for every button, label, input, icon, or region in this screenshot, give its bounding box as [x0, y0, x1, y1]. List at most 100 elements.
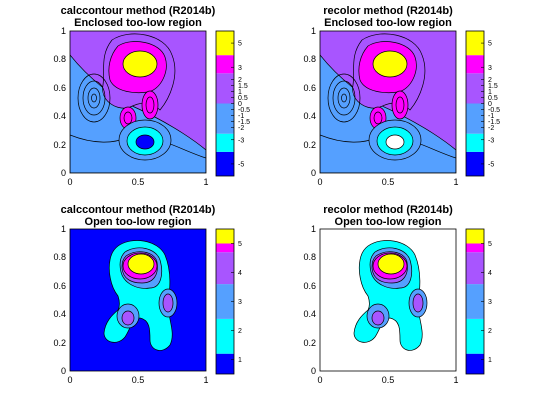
panel-3-x-tick: 0.5 — [132, 375, 145, 385]
panel-2: recolor method (R2014b) Enclosed too-low… — [303, 5, 500, 187]
colorbar-tick-label: 0.5 — [238, 95, 248, 102]
panel-1-peak-top — [122, 50, 158, 78]
panel-3-y-tick: 0.6 — [53, 281, 66, 291]
panel-4: recolor method (R2014b) Open too-low reg… — [303, 204, 492, 385]
panel-1-right-lobe — [141, 90, 159, 120]
panel-3-y-tick: 0.4 — [53, 309, 66, 319]
panel-3-x-ticks: 0 0.5 1 — [67, 375, 208, 385]
panel-1-plot — [70, 31, 206, 173]
colorbar-tick-label: -3 — [488, 137, 494, 144]
panel-1-x-ticks: 0 0.5 1 — [67, 177, 208, 187]
colorbar-tick-label: 2 — [488, 77, 492, 84]
colorbar-tick-label: 0 — [488, 101, 492, 108]
panel-2-axes-box — [319, 30, 457, 174]
colorbar-band — [466, 243, 484, 253]
panel-2-subtitle: Enclosed too-low region — [324, 17, 452, 29]
panel-1-y-tick: 0.6 — [53, 83, 66, 93]
panel-1-y-tick: 0.2 — [53, 140, 66, 150]
colorbar-tick-label: -5 — [488, 161, 494, 168]
panel-2-trough-low — [385, 134, 405, 150]
panel-1-y-tick: 1 — [61, 26, 66, 36]
panel-2-colorbar: 5 3 21.510.50-0.5-1-1.5-2 -3 -5 — [465, 30, 500, 177]
panel-1-colorbar: 5 3 21.510.50-0.5-1-1.5-2 -3 -5 — [215, 30, 250, 177]
panel-3-title: calccontour method (R2014b) — [61, 204, 216, 216]
panel-4-y-tick: 0.6 — [303, 281, 316, 291]
colorbar-tick-label: 1 — [488, 357, 492, 364]
panel-4-x-tick: 1 — [453, 375, 458, 385]
panel-3-right-lobe-inner — [162, 293, 174, 313]
panel-2-y-tick: 0.2 — [303, 140, 316, 150]
panel-4-y-tick: 0.4 — [303, 309, 316, 319]
colorbar-tick-label: 3 — [238, 299, 242, 306]
panel-2-left-rings — [327, 73, 361, 123]
colorbar-tick-label: -1.5 — [238, 119, 250, 126]
panel-3-y-tick: 1 — [61, 224, 66, 234]
colorbar-band — [216, 229, 234, 244]
panel-1-y-tick: 0 — [61, 168, 66, 178]
panel-3-plot — [70, 229, 206, 371]
colorbar-band — [216, 73, 234, 104]
panel-3-y-tick: 0.2 — [53, 338, 66, 348]
panel-4-y-tick: 0.2 — [303, 338, 316, 348]
colorbar-tick-label: 1.5 — [488, 83, 498, 90]
panel-2-y-tick: 0.8 — [303, 54, 316, 64]
colorbar-tick-label: 4 — [238, 270, 242, 277]
colorbar-tick-label: 5 — [238, 241, 242, 248]
panel-1-left-rings-4 — [91, 93, 97, 103]
panel-4-title: recolor method (R2014b) — [323, 204, 453, 216]
panel-3-x-tick: 0 — [67, 375, 72, 385]
colorbar-tick-label: -1.5 — [488, 119, 500, 126]
panel-1-y-ticks: 0 0.2 0.4 0.6 0.8 1 — [53, 26, 66, 178]
panel-4-x-tick: 0.5 — [382, 375, 395, 385]
panel-2-left-rings-2 — [332, 80, 356, 116]
colorbar-tick-label: 0 — [238, 101, 242, 108]
colorbar-tick-label: 3 — [488, 65, 492, 72]
panel-4-y-tick: 0 — [311, 366, 316, 376]
colorbar-band — [216, 318, 234, 354]
colorbar-tick-label: 3 — [238, 65, 242, 72]
colorbar-band — [216, 252, 234, 285]
colorbar-tick-label: 0.5 — [488, 95, 498, 102]
panel-3-left-lobe-inner — [121, 310, 135, 326]
colorbar-band — [466, 73, 484, 104]
panel-2-x-tick: 1 — [453, 177, 458, 187]
panel-2-right-lobe-inner — [395, 96, 405, 114]
panel-2-y-tick: 0.4 — [303, 111, 316, 121]
panel-1-axes-box — [69, 30, 207, 174]
panel-1-right-lobe-inner — [145, 96, 155, 114]
colorbar-band — [216, 151, 234, 176]
panel-4-y-ticks: 0 0.2 0.4 0.6 0.8 1 — [303, 224, 316, 376]
colorbar-tick-label: -2 — [238, 125, 244, 132]
panel-1: calccontour method (R2014b) Enclosed too… — [53, 5, 250, 187]
panel-3-y-tick: 0.8 — [53, 252, 66, 262]
panel-2-x-tick: 0 — [317, 177, 322, 187]
panel-4-plot — [320, 229, 456, 371]
colorbar-tick-label: 2 — [488, 328, 492, 335]
panel-1-title: calccontour method (R2014b) — [61, 5, 216, 17]
panel-1-left-rings — [77, 73, 111, 123]
panel-4-subtitle: Open too-low region — [335, 216, 442, 228]
panel-2-right-lobe — [391, 90, 409, 120]
colorbar-tick-label: 5 — [488, 41, 492, 48]
colorbar-band — [466, 318, 484, 354]
colorbar-band — [466, 31, 484, 56]
panel-1-x-tick: 0.5 — [132, 177, 145, 187]
panel-3-x-tick: 1 — [203, 375, 208, 385]
panel-4-x-tick: 0 — [317, 375, 322, 385]
panel-4-x-ticks: 0 0.5 1 — [317, 375, 458, 385]
colorbar-band — [466, 229, 484, 244]
colorbar-tick-label: 3 — [488, 299, 492, 306]
colorbar-band — [466, 133, 484, 152]
colorbar-tick-label: 1 — [488, 89, 492, 96]
panel-1-x-tick: 0 — [67, 177, 72, 187]
panel-1-left-rings-3 — [87, 87, 101, 109]
panel-1-subtitle: Enclosed too-low region — [74, 17, 202, 29]
colorbar-band — [466, 151, 484, 176]
colorbar-band — [216, 103, 234, 134]
colorbar-tick-label: -3 — [238, 137, 244, 144]
colorbar-band — [466, 103, 484, 134]
colorbar-tick-label: 4 — [488, 270, 492, 277]
panel-1-trough-low — [135, 134, 155, 150]
colorbar-tick-label: -1 — [488, 113, 494, 120]
